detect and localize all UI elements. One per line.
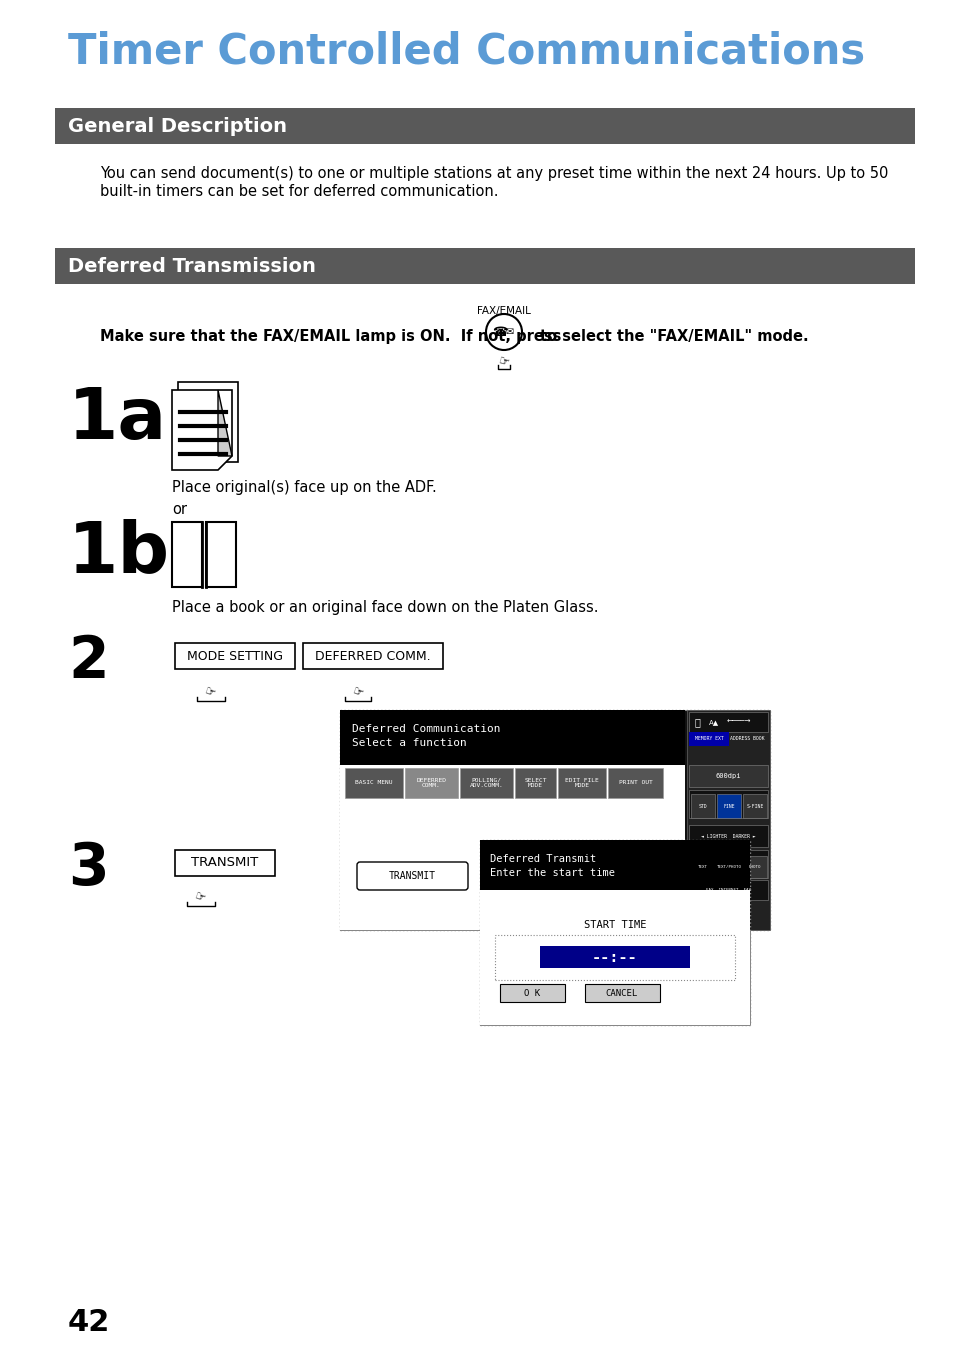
Bar	[479, 890, 749, 1025]
Bar	[405, 767, 457, 798]
Text: DEFERRED COMM.: DEFERRED COMM.	[314, 650, 431, 662]
Text: POLLING: POLLING	[546, 871, 587, 881]
Bar	[717, 794, 740, 817]
Text: FAX  INTERNET  FAX: FAX INTERNET FAX	[705, 888, 750, 892]
FancyBboxPatch shape	[356, 862, 468, 890]
Text: You can send document(s) to one or multiple stations at any preset time within t: You can send document(s) to one or multi…	[100, 166, 887, 181]
Bar	[742, 857, 766, 878]
Bar	[742, 794, 766, 817]
Bar	[717, 857, 740, 878]
Text: TEXT: TEXT	[698, 865, 707, 869]
Bar	[499, 984, 564, 1002]
Bar	[178, 382, 237, 462]
Bar	[539, 946, 689, 969]
Bar	[479, 840, 749, 1025]
Text: 42: 42	[68, 1308, 111, 1337]
Text: Place a book or an original face down on the Platen Glass.: Place a book or an original face down on…	[172, 600, 598, 615]
Bar	[607, 767, 662, 798]
Text: MODE SETTING: MODE SETTING	[187, 650, 283, 662]
Bar	[55, 249, 914, 284]
Bar	[459, 767, 513, 798]
Bar	[688, 712, 767, 732]
Text: START TIME: START TIME	[583, 920, 645, 929]
Text: POLLING/
ADV.COMM.: POLLING/ ADV.COMM.	[469, 778, 503, 789]
Text: EDIT FILE
MODE: EDIT FILE MODE	[564, 778, 598, 789]
Text: ◄ LIGHTER  DARKER ►: ◄ LIGHTER DARKER ►	[700, 834, 755, 839]
Text: Deferred Transmission: Deferred Transmission	[68, 257, 315, 276]
Bar	[345, 767, 402, 798]
Text: STD: STD	[698, 804, 706, 808]
Text: A▲: A▲	[708, 719, 719, 725]
Text: FINE: FINE	[722, 804, 734, 808]
Bar	[688, 825, 767, 847]
Text: 1a: 1a	[68, 385, 167, 454]
FancyBboxPatch shape	[512, 862, 622, 890]
Text: ☞: ☞	[202, 685, 217, 701]
Text: ☞: ☞	[497, 354, 511, 369]
Polygon shape	[172, 390, 232, 470]
Text: 2: 2	[68, 634, 109, 690]
Text: O K: O K	[523, 989, 539, 997]
Text: 600dpi: 600dpi	[715, 773, 740, 780]
Text: TRANSMIT: TRANSMIT	[389, 871, 436, 881]
Text: ⌗: ⌗	[695, 717, 700, 727]
Bar	[558, 767, 605, 798]
Text: Select a function: Select a function	[352, 738, 466, 748]
Text: to select the "FAX/EMAIL" mode.: to select the "FAX/EMAIL" mode.	[539, 330, 808, 345]
Bar	[479, 840, 749, 890]
Text: Deferred Communication: Deferred Communication	[352, 724, 500, 734]
Text: DEFERRED
COMM.: DEFERRED COMM.	[416, 778, 446, 789]
Text: BASIC MENU: BASIC MENU	[355, 781, 393, 785]
Text: ☞: ☞	[350, 685, 365, 701]
Text: MEMORY EXT: MEMORY EXT	[694, 736, 722, 742]
Bar	[686, 711, 769, 929]
Bar	[206, 521, 235, 586]
Text: ✉: ✉	[504, 327, 513, 336]
Text: Place original(s) face up on the ADF.: Place original(s) face up on the ADF.	[172, 480, 436, 494]
Bar	[688, 880, 767, 900]
Text: ☎: ☎	[492, 326, 507, 339]
Bar	[172, 521, 202, 586]
Bar	[174, 850, 274, 875]
Bar	[515, 767, 556, 798]
Text: built-in timers can be set for deferred communication.: built-in timers can be set for deferred …	[100, 184, 498, 199]
Bar	[55, 108, 914, 145]
Text: Deferred Transmit: Deferred Transmit	[490, 854, 596, 865]
Text: --:--: --:--	[592, 950, 638, 965]
Bar	[688, 850, 767, 878]
Text: 3: 3	[68, 840, 109, 897]
Text: PHOTO: PHOTO	[748, 865, 760, 869]
Text: TEXT/PHOTO: TEXT/PHOTO	[716, 865, 740, 869]
Text: PRINT OUT: PRINT OUT	[618, 781, 652, 785]
Text: ☞: ☞	[193, 890, 208, 907]
Text: General Description: General Description	[68, 116, 287, 135]
Text: ADDRESS BOOK: ADDRESS BOOK	[729, 736, 763, 742]
Bar	[688, 732, 728, 746]
Polygon shape	[218, 390, 232, 457]
Text: or: or	[172, 503, 187, 517]
Bar	[339, 711, 769, 929]
Bar	[174, 643, 294, 669]
Bar	[690, 857, 714, 878]
Bar	[339, 711, 684, 765]
Text: CANCEL: CANCEL	[605, 989, 638, 997]
Text: SELECT
MODE: SELECT MODE	[524, 778, 546, 789]
Bar	[690, 794, 714, 817]
Text: FAX/EMAIL: FAX/EMAIL	[476, 305, 531, 316]
Text: ←───→: ←───→	[726, 719, 751, 725]
Bar	[688, 790, 767, 817]
Text: Enter the start time: Enter the start time	[490, 867, 615, 878]
Bar	[303, 643, 442, 669]
Bar	[688, 765, 767, 788]
Text: Make sure that the FAX/EMAIL lamp is ON.  If not, press: Make sure that the FAX/EMAIL lamp is ON.…	[100, 330, 560, 345]
Text: Timer Controlled Communications: Timer Controlled Communications	[68, 30, 864, 72]
Bar	[495, 935, 734, 979]
Text: 1b: 1b	[68, 517, 170, 586]
Text: TRANSMIT: TRANSMIT	[192, 857, 258, 870]
Text: S-FINE: S-FINE	[745, 804, 762, 808]
Bar	[584, 984, 659, 1002]
Bar	[339, 765, 684, 929]
